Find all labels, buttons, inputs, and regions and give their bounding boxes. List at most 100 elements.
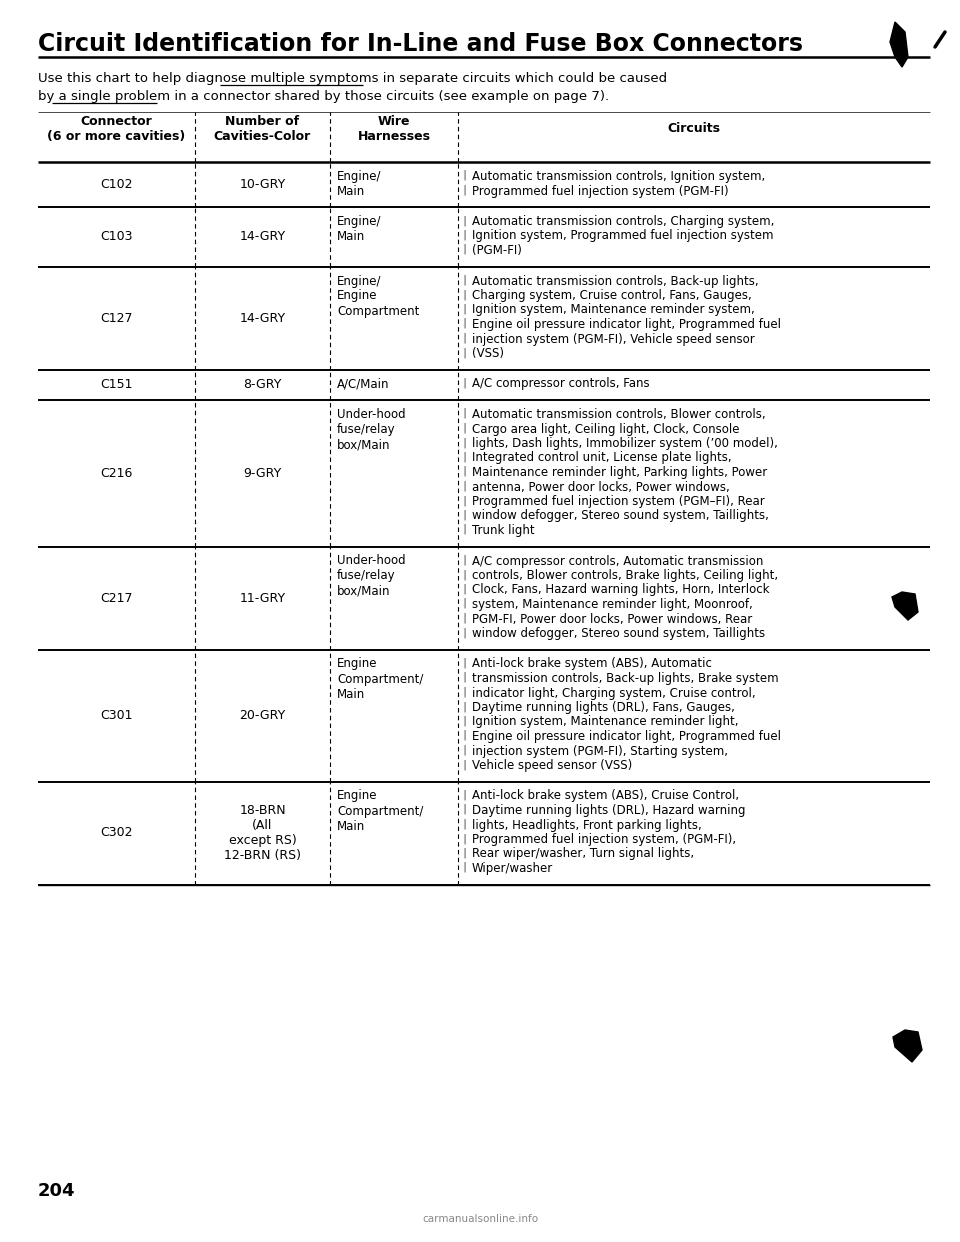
Text: |: | [461,243,468,255]
Text: |: | [461,804,468,815]
Text: Automatic transmission controls, Ignition system,: Automatic transmission controls, Ignitio… [472,170,765,183]
Text: |: | [461,862,468,872]
Text: indicator light, Charging system, Cruise control,: indicator light, Charging system, Cruise… [472,687,756,699]
Text: |: | [461,452,468,462]
Text: Programmed fuel injection system, (PGM-FI),: Programmed fuel injection system, (PGM-F… [472,833,736,846]
Text: Maintenance reminder light, Parking lights, Power: Maintenance reminder light, Parking ligh… [472,466,767,479]
Text: |: | [461,700,468,712]
Text: |: | [461,597,468,609]
Text: 10-GRY: 10-GRY [239,178,286,191]
Text: Engine
Compartment/
Main: Engine Compartment/ Main [337,790,423,832]
Text: |: | [461,687,468,697]
Text: |: | [461,657,468,668]
Text: PGM-FI, Power door locks, Power windows, Rear: PGM-FI, Power door locks, Power windows,… [472,612,753,626]
Text: |: | [461,170,468,180]
Text: |: | [461,818,468,828]
Text: Automatic transmission controls, Blower controls,: Automatic transmission controls, Blower … [472,409,766,421]
Text: Number of
Cavities-Color: Number of Cavities-Color [214,116,311,143]
Text: system, Maintenance reminder light, Moonroof,: system, Maintenance reminder light, Moon… [472,597,753,611]
Text: C103: C103 [100,230,132,243]
Text: A/C/Main: A/C/Main [337,378,390,390]
Text: (VSS): (VSS) [472,347,504,360]
Text: |: | [461,569,468,580]
Text: Circuits: Circuits [667,123,721,135]
Text: |: | [461,554,468,565]
Text: Under-hood
fuse/relay
box/Main: Under-hood fuse/relay box/Main [337,554,406,597]
Text: A/C compressor controls, Automatic transmission: A/C compressor controls, Automatic trans… [472,554,763,568]
Text: |: | [461,378,468,388]
Text: Programmed fuel injection system (PGM–FI), Rear: Programmed fuel injection system (PGM–FI… [472,496,765,508]
Text: |: | [461,759,468,770]
Text: |: | [461,744,468,755]
Text: |: | [461,833,468,843]
Text: |: | [461,303,468,314]
Text: Automatic transmission controls, Back-up lights,: Automatic transmission controls, Back-up… [472,274,758,287]
Text: |: | [461,466,468,477]
Text: Ignition system, Maintenance reminder system,: Ignition system, Maintenance reminder sy… [472,303,755,317]
Text: lights, Dash lights, Immobilizer system (’00 model),: lights, Dash lights, Immobilizer system … [472,437,778,450]
Text: |: | [461,215,468,226]
Text: Engine oil pressure indicator light, Programmed fuel: Engine oil pressure indicator light, Pro… [472,318,781,332]
Text: Daytime running lights (DRL), Fans, Gauges,: Daytime running lights (DRL), Fans, Gaug… [472,700,734,714]
Text: Cargo area light, Ceiling light, Clock, Console: Cargo area light, Ceiling light, Clock, … [472,422,739,436]
Text: 8-GRY: 8-GRY [243,379,281,391]
Text: C217: C217 [100,591,132,605]
Text: 9-GRY: 9-GRY [244,467,281,479]
Text: Wiper/washer: Wiper/washer [472,862,553,876]
Text: Ignition system, Maintenance reminder light,: Ignition system, Maintenance reminder li… [472,715,738,729]
Text: |: | [461,612,468,623]
Text: |: | [461,715,468,727]
Text: A/C compressor controls, Fans: A/C compressor controls, Fans [472,378,650,390]
Text: carmanualsonline.info: carmanualsonline.info [422,1213,538,1225]
Text: 11-GRY: 11-GRY [239,591,285,605]
Text: Use this chart to help diagnose multiple symptoms in separate circuits which cou: Use this chart to help diagnose multiple… [38,72,667,84]
Text: Under-hood
fuse/relay
box/Main: Under-hood fuse/relay box/Main [337,409,406,451]
Text: |: | [461,847,468,858]
Text: lights, Headlights, Front parking lights,: lights, Headlights, Front parking lights… [472,818,702,831]
Text: 14-GRY: 14-GRY [239,230,285,243]
Text: Trunk light: Trunk light [472,524,535,537]
Text: C151: C151 [100,379,132,391]
Text: injection system (PGM-FI), Starting system,: injection system (PGM-FI), Starting syst… [472,744,728,758]
Text: |: | [461,274,468,284]
Text: Rear wiper/washer, Turn signal lights,: Rear wiper/washer, Turn signal lights, [472,847,694,861]
Text: |: | [461,584,468,594]
Text: Clock, Fans, Hazard warning lights, Horn, Interlock: Clock, Fans, Hazard warning lights, Horn… [472,584,770,596]
Text: Engine oil pressure indicator light, Programmed fuel: Engine oil pressure indicator light, Pro… [472,730,781,743]
Text: Connector
(6 or more cavities): Connector (6 or more cavities) [47,116,185,143]
Text: |: | [461,509,468,520]
Text: Engine/
Engine
Compartment: Engine/ Engine Compartment [337,274,420,318]
Text: |: | [461,437,468,447]
Text: Anti-lock brake system (ABS), Automatic: Anti-lock brake system (ABS), Automatic [472,657,712,671]
Text: Circuit Identification for In-Line and Fuse Box Connectors: Circuit Identification for In-Line and F… [38,32,803,56]
Text: |: | [461,347,468,358]
Text: |: | [461,409,468,419]
Polygon shape [892,592,918,620]
Text: C127: C127 [100,312,132,324]
Text: Programmed fuel injection system (PGM-FI): Programmed fuel injection system (PGM-FI… [472,185,729,197]
Text: |: | [461,790,468,800]
Polygon shape [890,22,908,67]
Text: Engine/
Main: Engine/ Main [337,170,381,197]
Text: C216: C216 [100,467,132,479]
Text: 14-GRY: 14-GRY [239,312,285,324]
Text: by a single problem in a connector shared by those circuits (see example on page: by a single problem in a connector share… [38,89,610,103]
Text: window defogger, Stereo sound system, Taillights,: window defogger, Stereo sound system, Ta… [472,509,769,523]
Text: |: | [461,627,468,637]
Text: Wire
Harnesses: Wire Harnesses [357,116,430,143]
Text: window defogger, Stereo sound system, Taillights: window defogger, Stereo sound system, Ta… [472,627,765,640]
Text: |: | [461,422,468,433]
Text: C102: C102 [100,178,132,191]
Text: |: | [461,730,468,740]
Text: antenna, Power door locks, Power windows,: antenna, Power door locks, Power windows… [472,481,730,493]
Text: Automatic transmission controls, Charging system,: Automatic transmission controls, Chargin… [472,215,775,229]
Text: (PGM-FI): (PGM-FI) [472,243,522,257]
Polygon shape [893,1030,922,1062]
Text: Anti-lock brake system (ABS), Cruise Control,: Anti-lock brake system (ABS), Cruise Con… [472,790,739,802]
Text: Engine/
Main: Engine/ Main [337,215,381,243]
Text: 18-BRN
(All
except RS)
12-BRN (RS): 18-BRN (All except RS) 12-BRN (RS) [224,804,301,862]
Text: |: | [461,524,468,534]
Text: |: | [461,672,468,683]
Text: |: | [461,481,468,491]
Text: transmission controls, Back-up lights, Brake system: transmission controls, Back-up lights, B… [472,672,779,686]
